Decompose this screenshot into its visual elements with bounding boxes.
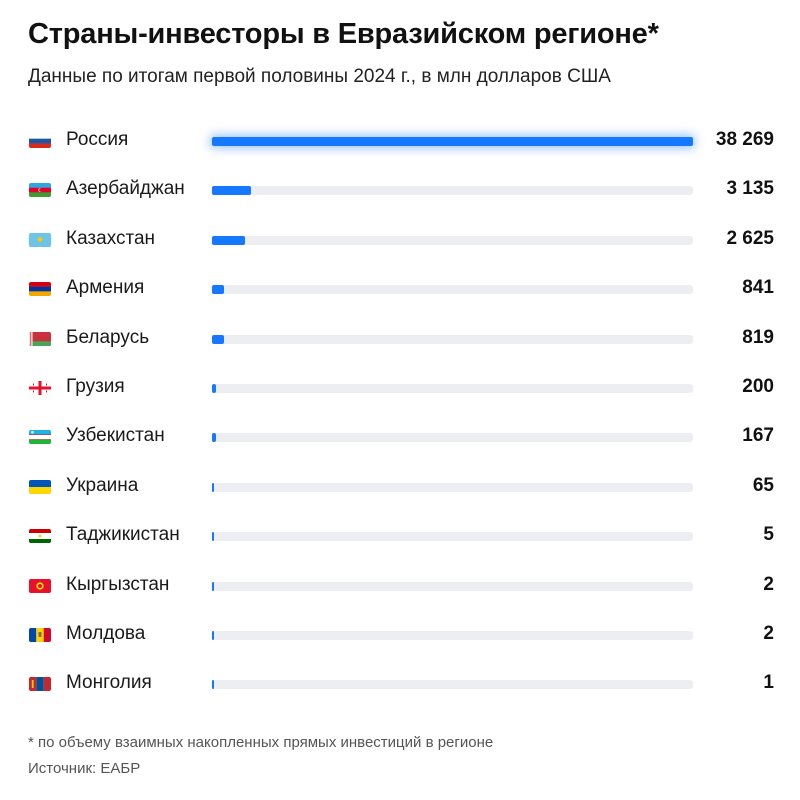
bar-row: Таджикистан 5 [0,511,800,560]
bar [212,334,224,344]
source-note: Источник: ЕАБР [28,760,141,777]
bar-row: Беларусь 819 [0,314,800,363]
bar-row: Узбекистан 167 [0,412,800,461]
category-label: Беларусь [66,326,150,348]
bar-track [212,334,693,344]
bar-track [212,680,693,690]
armenia-flag-icon [29,282,51,297]
category-label: Россия [66,129,129,150]
value-label: 819 [742,326,774,348]
kazakhstan-flag-icon [29,232,51,247]
ukraine-flag-icon [29,479,51,494]
moldova-flag-icon [29,628,51,642]
bar [212,680,214,690]
value-label: 3 135 [726,178,774,200]
bar [212,384,216,393]
bar-track [212,532,693,542]
bar-track [212,285,693,295]
category-label: Монголия [66,672,152,694]
footnote: * по объему взаимных накопленных прямых … [28,734,494,751]
bar-track [212,581,693,591]
value-label: 65 [752,474,774,496]
value-label: 200 [742,376,774,397]
bar [212,137,693,146]
georgia-flag-icon [29,381,51,395]
bar [212,581,214,591]
azerbaijan-flag-icon [29,183,51,198]
category-label: Молдова [66,623,146,644]
uzbekistan-flag-icon [29,430,51,445]
belarus-flag-icon [29,331,51,346]
category-label: Украина [66,474,139,496]
value-label: 2 625 [726,227,774,249]
bar-row: Россия 38 269 [0,116,800,165]
bar-row: Кыргызстан 2 [0,561,800,610]
kyrgyzstan-flag-icon [29,578,51,593]
chart-title: Страны-инвесторы в Евразийском регионе* [28,18,659,50]
category-label: Узбекистан [66,425,165,447]
bar-track [212,186,693,196]
category-label: Азербайджан [66,178,185,200]
value-label: 167 [742,425,774,447]
value-label: 2 [763,573,774,595]
bar-track [212,631,693,640]
russia-flag-icon [29,134,51,148]
bar-row: Монголия 1 [0,659,800,708]
chart-subtitle: Данные по итогам первой половины 2024 г.… [28,66,611,87]
bar [212,433,216,443]
value-label: 2 [763,623,774,644]
value-label: 5 [763,524,774,546]
bar-row: Украина 65 [0,462,800,511]
value-label: 1 [763,672,774,694]
bar [212,631,214,640]
bar-track [212,384,693,393]
bar-row: Армения 841 [0,264,800,313]
bar-track [212,235,693,245]
bar [212,482,214,492]
bar-row: Казахстан 2 625 [0,215,800,264]
bar [212,285,224,295]
category-label: Кыргызстан [66,573,170,595]
bar [212,186,252,196]
category-label: Армения [66,277,145,299]
bar-track [212,433,693,443]
value-label: 38 269 [715,129,774,150]
bar [212,235,245,245]
tajikistan-flag-icon [29,529,51,544]
bar-row: Грузия 200 [0,363,800,412]
bar [212,532,214,542]
bar-row: Молдова 2 [0,610,800,659]
category-label: Таджикистан [66,524,180,546]
category-label: Казахстан [66,227,156,249]
bar-row: Азербайджан 3 135 [0,165,800,214]
bar-track [212,482,693,492]
category-label: Грузия [66,376,125,397]
mongolia-flag-icon [29,677,51,692]
value-label: 841 [742,277,774,299]
bar-track [212,137,693,146]
